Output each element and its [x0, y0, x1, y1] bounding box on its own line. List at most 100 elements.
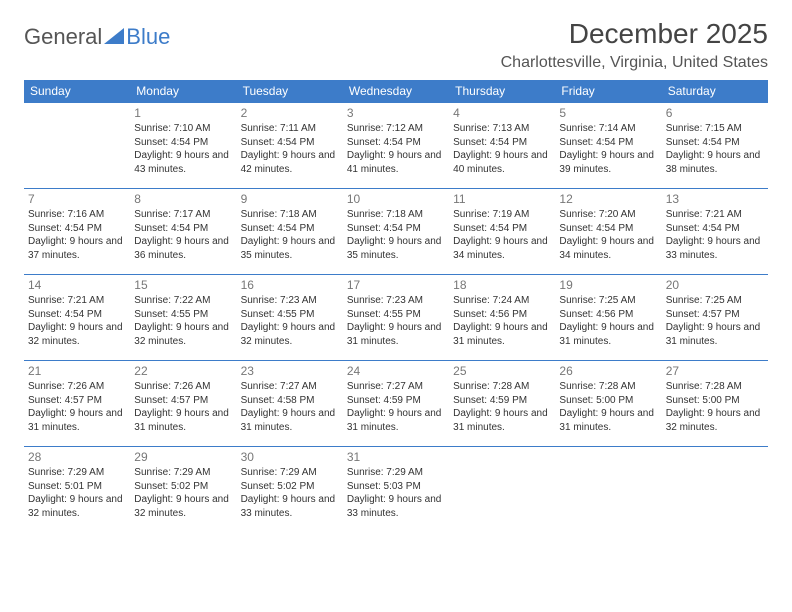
- calendar-cell: 12Sunrise: 7:20 AMSunset: 4:54 PMDayligh…: [555, 188, 661, 274]
- daylight-text: Daylight: 9 hours and 34 minutes.: [453, 235, 551, 262]
- sunrise-text: Sunrise: 7:25 AM: [559, 294, 657, 308]
- logo-text-general: General: [24, 24, 102, 50]
- daylight-text: Daylight: 9 hours and 32 minutes.: [241, 321, 339, 348]
- calendar-cell: 15Sunrise: 7:22 AMSunset: 4:55 PMDayligh…: [130, 274, 236, 360]
- sunrise-text: Sunrise: 7:22 AM: [134, 294, 232, 308]
- logo: General Blue: [24, 24, 170, 50]
- sunset-text: Sunset: 4:54 PM: [666, 222, 764, 236]
- logo-triangle-icon: [104, 28, 124, 46]
- sunset-text: Sunset: 4:58 PM: [241, 394, 339, 408]
- calendar-cell: 27Sunrise: 7:28 AMSunset: 5:00 PMDayligh…: [662, 360, 768, 446]
- location-subtitle: Charlottesville, Virginia, United States: [24, 54, 768, 72]
- calendar-cell: 20Sunrise: 7:25 AMSunset: 4:57 PMDayligh…: [662, 274, 768, 360]
- calendar-cell: 18Sunrise: 7:24 AMSunset: 4:56 PMDayligh…: [449, 274, 555, 360]
- daylight-text: Daylight: 9 hours and 43 minutes.: [134, 149, 232, 176]
- sunset-text: Sunset: 4:57 PM: [666, 308, 764, 322]
- sunset-text: Sunset: 4:55 PM: [134, 308, 232, 322]
- day-number: 11: [453, 191, 551, 207]
- sunset-text: Sunset: 4:54 PM: [453, 222, 551, 236]
- sunrise-text: Sunrise: 7:28 AM: [559, 380, 657, 394]
- calendar-cell: 5Sunrise: 7:14 AMSunset: 4:54 PMDaylight…: [555, 102, 661, 188]
- sunset-text: Sunset: 4:54 PM: [453, 136, 551, 150]
- daylight-text: Daylight: 9 hours and 31 minutes.: [347, 407, 445, 434]
- day-number: 21: [28, 363, 126, 379]
- day-number: 31: [347, 449, 445, 465]
- sunset-text: Sunset: 5:02 PM: [241, 480, 339, 494]
- daylight-text: Daylight: 9 hours and 33 minutes.: [347, 493, 445, 520]
- sunset-text: Sunset: 5:02 PM: [134, 480, 232, 494]
- sunrise-text: Sunrise: 7:28 AM: [666, 380, 764, 394]
- sunrise-text: Sunrise: 7:25 AM: [666, 294, 764, 308]
- daylight-text: Daylight: 9 hours and 38 minutes.: [666, 149, 764, 176]
- day-number: 2: [241, 105, 339, 121]
- calendar-header-friday: Friday: [555, 80, 661, 102]
- calendar-cell: 29Sunrise: 7:29 AMSunset: 5:02 PMDayligh…: [130, 446, 236, 532]
- daylight-text: Daylight: 9 hours and 40 minutes.: [453, 149, 551, 176]
- sunset-text: Sunset: 4:54 PM: [134, 136, 232, 150]
- calendar-cell: 16Sunrise: 7:23 AMSunset: 4:55 PMDayligh…: [237, 274, 343, 360]
- daylight-text: Daylight: 9 hours and 42 minutes.: [241, 149, 339, 176]
- calendar-cell: 7Sunrise: 7:16 AMSunset: 4:54 PMDaylight…: [24, 188, 130, 274]
- calendar-cell: 3Sunrise: 7:12 AMSunset: 4:54 PMDaylight…: [343, 102, 449, 188]
- sunrise-text: Sunrise: 7:23 AM: [347, 294, 445, 308]
- calendar-cell: 23Sunrise: 7:27 AMSunset: 4:58 PMDayligh…: [237, 360, 343, 446]
- sunset-text: Sunset: 4:54 PM: [28, 222, 126, 236]
- daylight-text: Daylight: 9 hours and 36 minutes.: [134, 235, 232, 262]
- calendar-cell: 2Sunrise: 7:11 AMSunset: 4:54 PMDaylight…: [237, 102, 343, 188]
- sunrise-text: Sunrise: 7:18 AM: [347, 208, 445, 222]
- logo-text-blue: Blue: [126, 24, 170, 50]
- daylight-text: Daylight: 9 hours and 33 minutes.: [241, 493, 339, 520]
- calendar-cell: 1Sunrise: 7:10 AMSunset: 4:54 PMDaylight…: [130, 102, 236, 188]
- sunset-text: Sunset: 4:55 PM: [347, 308, 445, 322]
- day-number: 5: [559, 105, 657, 121]
- sunrise-text: Sunrise: 7:20 AM: [559, 208, 657, 222]
- sunrise-text: Sunrise: 7:29 AM: [28, 466, 126, 480]
- calendar-header-monday: Monday: [130, 80, 236, 102]
- calendar-cell: 22Sunrise: 7:26 AMSunset: 4:57 PMDayligh…: [130, 360, 236, 446]
- day-number: 29: [134, 449, 232, 465]
- day-number: 15: [134, 277, 232, 293]
- daylight-text: Daylight: 9 hours and 34 minutes.: [559, 235, 657, 262]
- calendar-cell: 17Sunrise: 7:23 AMSunset: 4:55 PMDayligh…: [343, 274, 449, 360]
- sunset-text: Sunset: 5:00 PM: [666, 394, 764, 408]
- sunrise-text: Sunrise: 7:12 AM: [347, 122, 445, 136]
- calendar-grid: SundayMondayTuesdayWednesdayThursdayFrid…: [24, 80, 768, 532]
- calendar-cell: 31Sunrise: 7:29 AMSunset: 5:03 PMDayligh…: [343, 446, 449, 532]
- daylight-text: Daylight: 9 hours and 31 minutes.: [453, 321, 551, 348]
- sunset-text: Sunset: 4:55 PM: [241, 308, 339, 322]
- daylight-text: Daylight: 9 hours and 31 minutes.: [134, 407, 232, 434]
- sunrise-text: Sunrise: 7:11 AM: [241, 122, 339, 136]
- day-number: 19: [559, 277, 657, 293]
- day-number: 7: [28, 191, 126, 207]
- day-number: 17: [347, 277, 445, 293]
- sunset-text: Sunset: 4:54 PM: [347, 136, 445, 150]
- calendar-header-saturday: Saturday: [662, 80, 768, 102]
- page-title: December 2025: [569, 18, 768, 50]
- daylight-text: Daylight: 9 hours and 37 minutes.: [28, 235, 126, 262]
- sunrise-text: Sunrise: 7:21 AM: [666, 208, 764, 222]
- sunset-text: Sunset: 4:59 PM: [453, 394, 551, 408]
- daylight-text: Daylight: 9 hours and 31 minutes.: [559, 407, 657, 434]
- sunrise-text: Sunrise: 7:13 AM: [453, 122, 551, 136]
- sunset-text: Sunset: 4:54 PM: [28, 308, 126, 322]
- sunrise-text: Sunrise: 7:29 AM: [347, 466, 445, 480]
- calendar-cell: [662, 446, 768, 532]
- calendar-cell: 25Sunrise: 7:28 AMSunset: 4:59 PMDayligh…: [449, 360, 555, 446]
- header: General Blue December 2025: [24, 18, 768, 50]
- day-number: 26: [559, 363, 657, 379]
- daylight-text: Daylight: 9 hours and 32 minutes.: [666, 407, 764, 434]
- calendar-cell: 30Sunrise: 7:29 AMSunset: 5:02 PMDayligh…: [237, 446, 343, 532]
- day-number: 30: [241, 449, 339, 465]
- day-number: 22: [134, 363, 232, 379]
- daylight-text: Daylight: 9 hours and 31 minutes.: [559, 321, 657, 348]
- sunset-text: Sunset: 5:01 PM: [28, 480, 126, 494]
- sunrise-text: Sunrise: 7:14 AM: [559, 122, 657, 136]
- calendar-header-wednesday: Wednesday: [343, 80, 449, 102]
- sunset-text: Sunset: 5:00 PM: [559, 394, 657, 408]
- sunrise-text: Sunrise: 7:27 AM: [241, 380, 339, 394]
- day-number: 14: [28, 277, 126, 293]
- daylight-text: Daylight: 9 hours and 31 minutes.: [347, 321, 445, 348]
- daylight-text: Daylight: 9 hours and 33 minutes.: [666, 235, 764, 262]
- day-number: 4: [453, 105, 551, 121]
- daylight-text: Daylight: 9 hours and 31 minutes.: [453, 407, 551, 434]
